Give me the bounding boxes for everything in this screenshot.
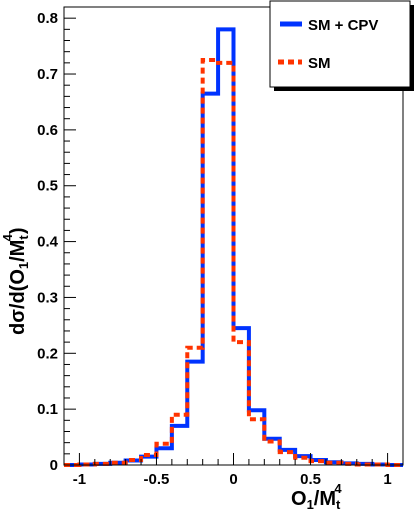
y-tick-label: 0.1 [37, 401, 58, 418]
y-tick-label: 0.2 [37, 345, 58, 362]
x-axis-label: O1/Mt4 [291, 481, 342, 511]
plot-frame [63, 6, 404, 466]
legend: SM + CPV SM [269, 0, 414, 91]
x-tick-label: -1 [73, 471, 86, 488]
y-tick-label: 0.8 [37, 10, 58, 27]
axis-layer: -1 -0.5 0 0.5 1 0 0.1 0.2 0.3 0.4 0.5 0.6 0.7 0.8 [37, 6, 404, 488]
y-axis-label: dσ/d(O1/Mt4) [0, 227, 31, 335]
legend-box [269, 0, 411, 88]
y-tick-label: 0.3 [37, 289, 58, 306]
legend-label-sm-cpv: SM + CPV [308, 17, 378, 34]
y-tick-label: 0 [50, 457, 58, 474]
y-tick-label: 0.7 [37, 66, 58, 83]
y-tick-label: 0.6 [37, 122, 58, 139]
x-tick-label: 0.5 [300, 471, 321, 488]
x-tick-label: -0.5 [144, 471, 170, 488]
y-tick-label: 0.5 [37, 178, 58, 195]
x-tick-label: 0 [229, 471, 237, 488]
x-tick-label: 1 [383, 471, 391, 488]
legend-label-sm: SM [308, 55, 331, 72]
y-tick-label: 0.4 [37, 234, 59, 251]
